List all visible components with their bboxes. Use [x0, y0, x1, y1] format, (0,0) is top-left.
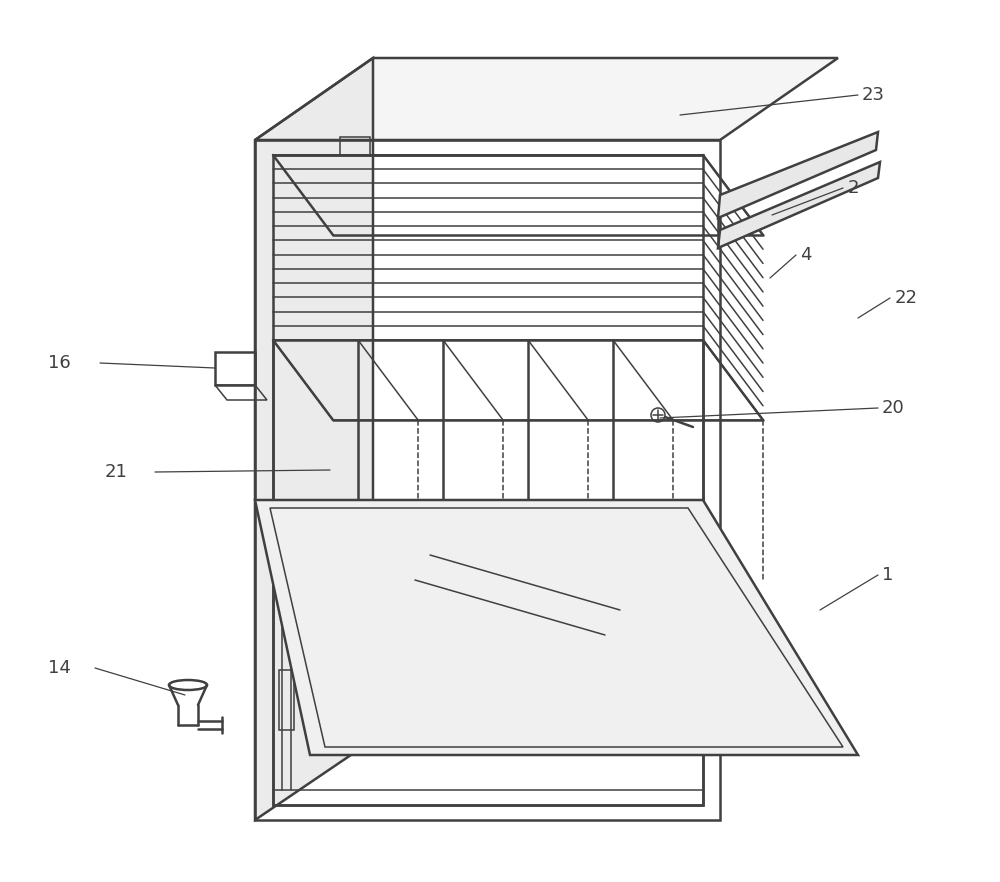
Text: 22: 22: [895, 289, 918, 307]
Polygon shape: [255, 140, 720, 820]
Polygon shape: [255, 58, 838, 140]
Polygon shape: [255, 58, 373, 820]
Text: 2: 2: [848, 179, 860, 197]
Text: 21: 21: [105, 463, 128, 481]
Text: 23: 23: [862, 86, 885, 104]
Polygon shape: [255, 500, 858, 755]
Polygon shape: [718, 132, 878, 218]
Polygon shape: [718, 162, 880, 248]
Text: 1: 1: [882, 566, 893, 584]
Text: 4: 4: [800, 246, 812, 264]
Text: 16: 16: [48, 354, 71, 372]
Text: 20: 20: [882, 399, 905, 417]
Ellipse shape: [169, 680, 207, 690]
Text: 14: 14: [48, 659, 71, 677]
